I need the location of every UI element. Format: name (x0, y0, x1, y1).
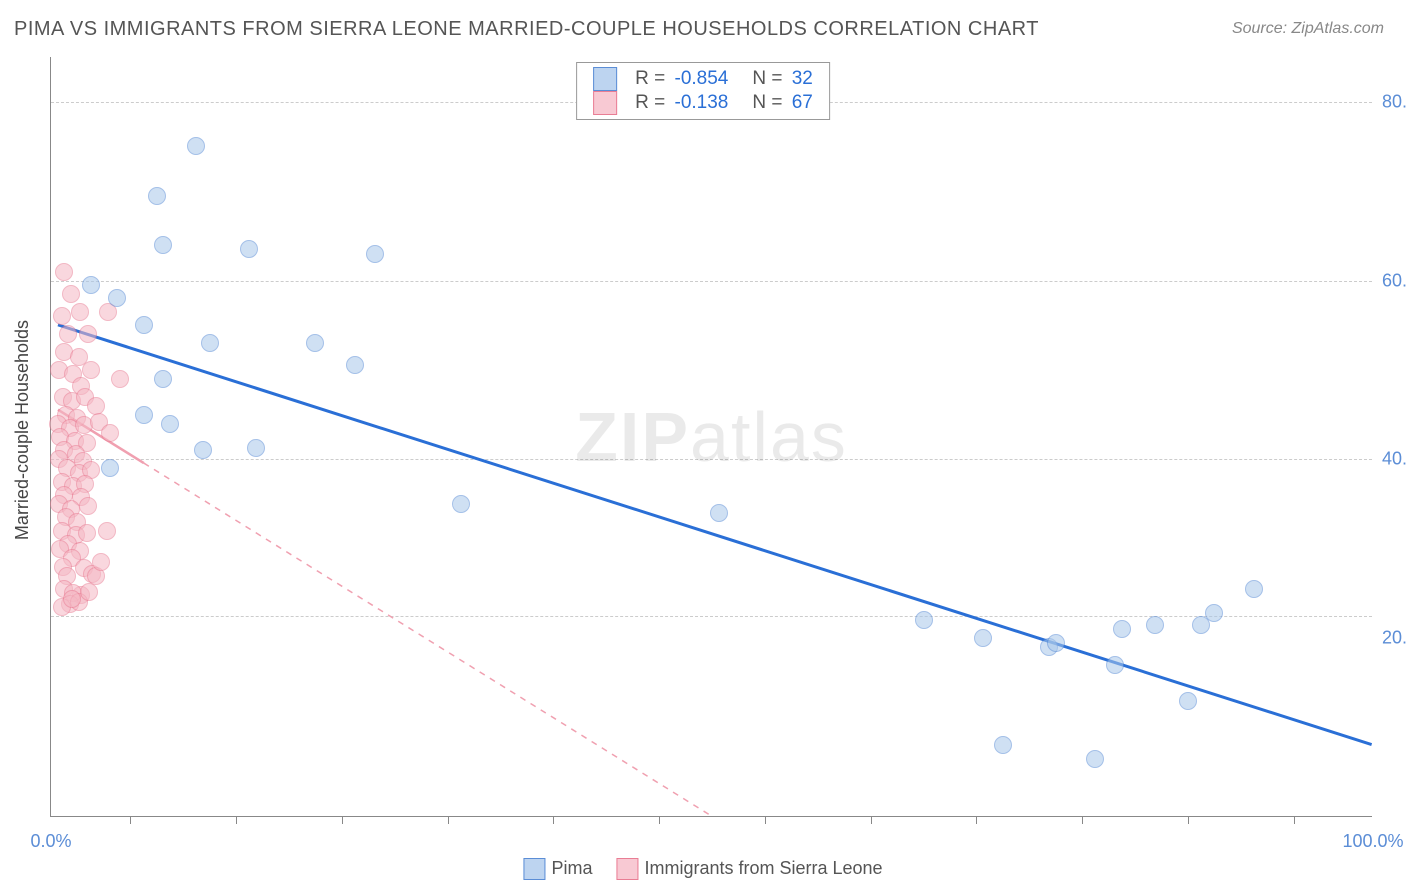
x-tick-label: 100.0% (1342, 831, 1403, 852)
legend-swatch (616, 858, 638, 880)
point-sierra-leone (78, 524, 96, 542)
point-sierra-leone (59, 325, 77, 343)
point-sierra-leone (82, 361, 100, 379)
point-sierra-leone (111, 370, 129, 388)
legend-n-label: N = 67 (752, 92, 813, 114)
point-pima (1086, 750, 1104, 768)
point-pima (710, 504, 728, 522)
point-pima (1146, 616, 1164, 634)
point-sierra-leone (53, 307, 71, 325)
y-tick-label: 80.0% (1382, 91, 1406, 112)
point-pima (1106, 656, 1124, 674)
x-tick (448, 816, 449, 824)
gridline (51, 281, 1372, 282)
legend-r-label: R = -0.138 (635, 92, 728, 114)
point-pima (240, 240, 258, 258)
x-tick (976, 816, 977, 824)
point-pima (1179, 692, 1197, 710)
legend-label: Pima (551, 858, 592, 878)
point-pima (101, 459, 119, 477)
legend-item: Pima (523, 858, 592, 880)
y-axis-label: Married-couple Households (12, 320, 33, 540)
point-sierra-leone (79, 325, 97, 343)
legend-swatch (593, 91, 617, 115)
point-sierra-leone (101, 424, 119, 442)
point-pima (1113, 620, 1131, 638)
y-tick-label: 40.0% (1382, 449, 1406, 470)
legend-item: Immigrants from Sierra Leone (616, 858, 882, 880)
series-legend: Pima Immigrants from Sierra Leone (523, 858, 882, 880)
point-pima (161, 415, 179, 433)
watermark: ZIPatlas (575, 397, 848, 477)
x-tick (1294, 816, 1295, 824)
legend-swatch (593, 67, 617, 91)
legend-label: Immigrants from Sierra Leone (644, 858, 882, 878)
point-pima (194, 441, 212, 459)
correlation-legend: R = -0.854 N = 32 R = -0.138 N = 67 (576, 62, 830, 120)
y-tick-label: 60.0% (1382, 270, 1406, 291)
x-tick (871, 816, 872, 824)
gridline (51, 616, 1372, 617)
point-pima (1205, 604, 1223, 622)
x-tick (130, 816, 131, 824)
x-tick (342, 816, 343, 824)
point-pima (306, 334, 324, 352)
plot-area: ZIPatlas 40.0%60.0%80.0%20.0%0.0%100.0% (50, 57, 1372, 817)
point-pima (915, 611, 933, 629)
point-pima (366, 245, 384, 263)
point-pima (82, 276, 100, 294)
x-tick (1082, 816, 1083, 824)
point-sierra-leone (92, 553, 110, 571)
gridline (51, 459, 1372, 460)
point-pima (187, 137, 205, 155)
legend-r-label: R = -0.854 (635, 68, 728, 90)
point-pima (154, 370, 172, 388)
point-pima (148, 187, 166, 205)
point-sierra-leone (80, 583, 98, 601)
x-tick (236, 816, 237, 824)
x-tick-label: 0.0% (30, 831, 71, 852)
point-sierra-leone (71, 303, 89, 321)
chart-title: PIMA VS IMMIGRANTS FROM SIERRA LEONE MAR… (14, 18, 1039, 41)
correlation-legend-row: R = -0.854 N = 32 (593, 67, 813, 91)
correlation-chart: PIMA VS IMMIGRANTS FROM SIERRA LEONE MAR… (0, 0, 1406, 892)
x-tick (553, 816, 554, 824)
point-sierra-leone (98, 522, 116, 540)
x-tick (659, 816, 660, 824)
point-pima (452, 495, 470, 513)
point-pima (994, 736, 1012, 754)
point-pima (154, 236, 172, 254)
point-pima (135, 406, 153, 424)
point-sierra-leone (63, 590, 81, 608)
point-pima (1245, 580, 1263, 598)
point-pima (346, 356, 364, 374)
x-tick (765, 816, 766, 824)
source-attribution: Source: ZipAtlas.com (1232, 20, 1384, 38)
point-sierra-leone (79, 497, 97, 515)
point-pima (108, 289, 126, 307)
correlation-legend-row: R = -0.138 N = 67 (593, 91, 813, 115)
point-pima (247, 439, 265, 457)
point-pima (201, 334, 219, 352)
point-sierra-leone (55, 263, 73, 281)
point-sierra-leone (62, 285, 80, 303)
point-pima (974, 629, 992, 647)
point-pima (1047, 634, 1065, 652)
point-pima (135, 316, 153, 334)
legend-n-label: N = 32 (752, 68, 813, 90)
trend-lines-layer (51, 57, 1372, 816)
y-tick-label: 20.0% (1382, 628, 1406, 649)
legend-swatch (523, 858, 545, 880)
x-tick (1188, 816, 1189, 824)
